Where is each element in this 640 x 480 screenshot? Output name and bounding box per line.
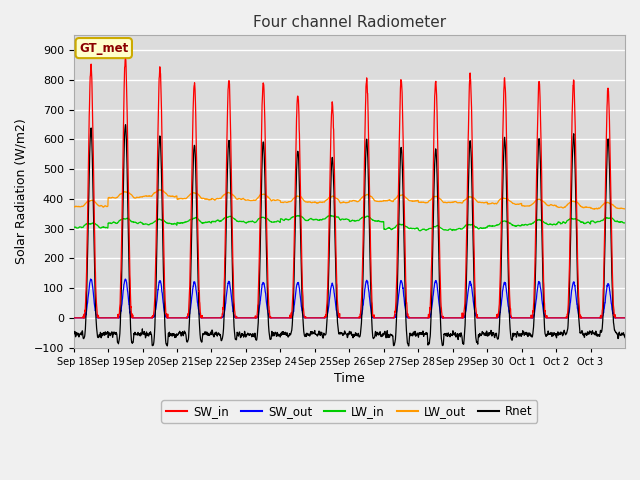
LW_in [70, 224, 77, 230]
Line: SW_out: SW_out [74, 279, 625, 318]
LW_in [621, 220, 629, 226]
SW_in [125, 224, 132, 230]
Rnet [614, 332, 621, 338]
LW_out [383, 198, 390, 204]
SW_in [122, 56, 129, 62]
LW_out [547, 202, 554, 207]
SW_out [547, 315, 554, 321]
Text: GT_met: GT_met [79, 42, 129, 55]
LW_in [327, 213, 335, 218]
Rnet [621, 335, 629, 340]
SW_out [125, 301, 132, 307]
Rnet [70, 331, 77, 337]
SW_in [244, 315, 252, 321]
SW_out [383, 315, 390, 321]
SW_out [70, 315, 77, 321]
Rnet [122, 122, 129, 128]
Rnet [547, 330, 555, 336]
SW_out [122, 276, 129, 282]
LW_in [614, 218, 621, 224]
LW_in [244, 219, 252, 225]
Y-axis label: Solar Radiation (W/m2): Solar Radiation (W/m2) [15, 119, 28, 264]
SW_in [614, 315, 621, 321]
SW_out [244, 315, 252, 321]
Rnet [404, 343, 412, 349]
Legend: SW_in, SW_out, LW_in, LW_out, Rnet: SW_in, SW_out, LW_in, LW_out, Rnet [161, 400, 538, 423]
SW_in [621, 315, 629, 321]
Rnet [244, 330, 252, 336]
LW_in [416, 228, 424, 234]
LW_out [70, 204, 77, 210]
SW_in [383, 315, 390, 321]
LW_out [155, 187, 163, 192]
Line: Rnet: Rnet [74, 125, 625, 346]
LW_in [547, 221, 555, 227]
SW_out [516, 315, 524, 321]
LW_in [125, 216, 132, 222]
LW_in [383, 226, 390, 232]
SW_in [70, 315, 77, 321]
LW_out [125, 190, 132, 195]
Title: Four channel Radiometer: Four channel Radiometer [253, 15, 446, 30]
Rnet [125, 265, 132, 271]
LW_out [590, 206, 598, 212]
Line: SW_in: SW_in [74, 59, 625, 318]
LW_out [244, 197, 252, 203]
SW_out [614, 315, 621, 321]
Rnet [383, 334, 390, 339]
Line: LW_out: LW_out [74, 190, 625, 209]
SW_in [516, 315, 524, 321]
X-axis label: Time: Time [334, 372, 365, 385]
LW_out [516, 201, 524, 207]
LW_in [516, 223, 524, 228]
Line: LW_in: LW_in [74, 216, 625, 231]
LW_out [614, 205, 621, 211]
SW_in [547, 315, 554, 321]
Rnet [516, 331, 524, 336]
LW_out [621, 206, 629, 212]
SW_out [621, 315, 629, 321]
